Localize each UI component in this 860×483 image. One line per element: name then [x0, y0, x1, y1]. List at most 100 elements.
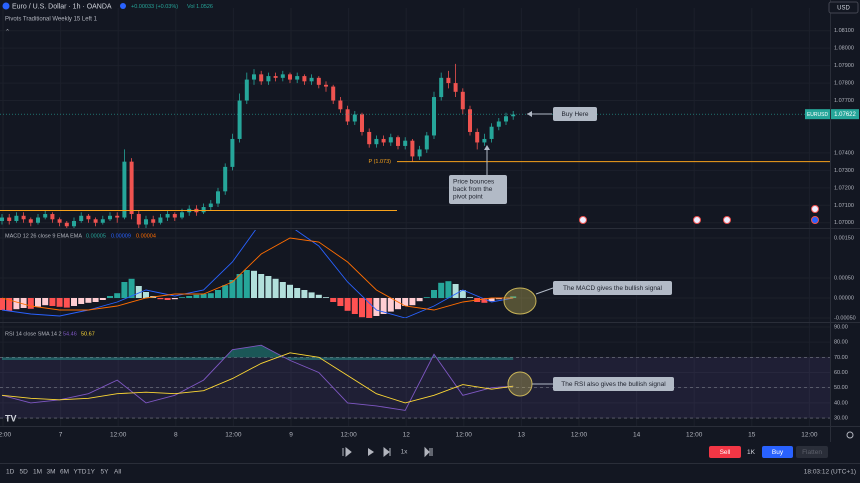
- histogram-bar: [452, 284, 459, 298]
- playback-bar: 1x Sell 1K Buy Flatten: [342, 431, 854, 458]
- flatten-button[interactable]: [796, 446, 828, 458]
- event-icon[interactable]: [693, 216, 701, 224]
- flatten-label[interactable]: Flatten: [802, 449, 822, 456]
- histogram-bar: [6, 298, 13, 311]
- histogram-bar: [222, 285, 229, 298]
- step-icon[interactable]: [383, 446, 391, 458]
- candle-body: [14, 215, 19, 222]
- buy-button[interactable]: [762, 446, 793, 458]
- candle-body: [302, 76, 307, 82]
- buy-label[interactable]: Buy: [772, 449, 784, 456]
- candle-body: [244, 79, 249, 101]
- histogram-bar: [438, 282, 445, 298]
- candle-body: [43, 214, 48, 218]
- time-label: 7: [59, 432, 63, 439]
- histogram-bar: [49, 298, 56, 306]
- histogram-bar: [186, 296, 193, 298]
- quantity[interactable]: 1K: [747, 449, 756, 456]
- histogram-bar: [308, 292, 315, 298]
- histogram-bar: [229, 280, 236, 298]
- range-button[interactable]: All: [114, 469, 122, 476]
- time-label: 12:00: [0, 432, 12, 439]
- jump-icon[interactable]: [424, 446, 433, 458]
- sell-label[interactable]: Sell: [720, 449, 731, 456]
- range-button[interactable]: 1Y: [87, 469, 96, 476]
- settings-icon[interactable]: [846, 431, 854, 439]
- histogram-bar: [27, 298, 34, 309]
- histogram-bar: [510, 296, 517, 298]
- y-tick-label: 0.00000: [834, 295, 854, 301]
- candle-body: [237, 100, 242, 139]
- range-button[interactable]: YTD: [74, 469, 87, 476]
- y-tick-label: 1.08000: [834, 46, 854, 52]
- histogram-bar: [121, 282, 128, 298]
- range-button[interactable]: 1M: [33, 469, 42, 476]
- histogram-bar: [215, 290, 221, 298]
- candle-body: [100, 219, 105, 223]
- histogram-bar: [85, 298, 92, 303]
- candle-body: [144, 219, 148, 225]
- candle-body: [223, 166, 228, 192]
- histogram-bar: [207, 293, 214, 298]
- candle-body: [79, 215, 84, 222]
- speed[interactable]: 1x: [401, 449, 409, 456]
- play-icon[interactable]: [368, 448, 374, 456]
- range-button[interactable]: 3M: [47, 469, 56, 476]
- callout-text: The RSI also gives the bullish signal: [561, 381, 666, 388]
- event-icon[interactable]: [579, 216, 587, 224]
- candle-body: [489, 126, 494, 139]
- histogram-bar: [366, 298, 373, 318]
- range-buttons: 1D 5D 1M 3M 6M YTD 1Y 5Y All: [6, 469, 122, 476]
- histogram-bar: [481, 298, 488, 303]
- histogram-bar: [78, 298, 85, 304]
- candle-body: [331, 86, 336, 101]
- histogram-bar: [380, 298, 387, 314]
- sell-button[interactable]: [709, 446, 741, 458]
- histogram-bar: [20, 298, 27, 308]
- time-label: 13: [518, 432, 526, 439]
- price-change: +0.00033 (+0.03%): [131, 4, 178, 10]
- candle-body: [360, 114, 364, 132]
- histogram-bar: [71, 298, 77, 306]
- currency[interactable]: USD: [837, 6, 850, 12]
- candle-body: [352, 114, 357, 122]
- time-label: 12:00: [456, 432, 473, 439]
- event-icon[interactable]: [723, 216, 731, 224]
- candle-body: [230, 138, 235, 167]
- y-tick-label: 1.08100: [834, 28, 854, 34]
- range-button[interactable]: 1D: [6, 469, 15, 476]
- histogram-bar: [143, 292, 149, 298]
- highlight: [507, 371, 533, 397]
- candle-body: [446, 77, 451, 84]
- candle-body: [388, 137, 393, 143]
- histogram-bar: [171, 298, 178, 300]
- symbol-title: Euro / U.S. Dollar · 1h · OANDA: [12, 3, 112, 10]
- candle-body: [64, 222, 69, 227]
- histogram-bar: [315, 294, 322, 298]
- candle-body: [180, 212, 184, 218]
- currency-box[interactable]: [828, 1, 859, 14]
- candle-body: [309, 77, 314, 82]
- candle-body: [21, 215, 26, 220]
- range-button[interactable]: 5D: [20, 469, 29, 476]
- candle-body: [93, 219, 98, 223]
- candle-body: [367, 131, 372, 145]
- event-icon[interactable]: [811, 205, 819, 213]
- legend-value: 50.67: [81, 331, 95, 337]
- candle-body: [36, 217, 40, 223]
- y-tick-label: -0.00050: [834, 315, 856, 321]
- legend-value: 0.00004: [136, 233, 156, 239]
- candle-body: [504, 116, 508, 122]
- event-icon[interactable]: [811, 216, 819, 224]
- y-tick-label: 80.00: [834, 340, 848, 346]
- arrow-head: [484, 145, 490, 150]
- candle-body: [0, 217, 4, 222]
- collapse-icon[interactable]: ⌃: [5, 29, 10, 36]
- histogram-bar: [409, 298, 416, 306]
- histogram-bar: [258, 274, 265, 298]
- range-button[interactable]: 5Y: [101, 469, 110, 476]
- step-start-icon[interactable]: [342, 446, 352, 458]
- range-button[interactable]: 6M: [60, 469, 69, 476]
- y-tick-label: 0.00050: [834, 275, 854, 281]
